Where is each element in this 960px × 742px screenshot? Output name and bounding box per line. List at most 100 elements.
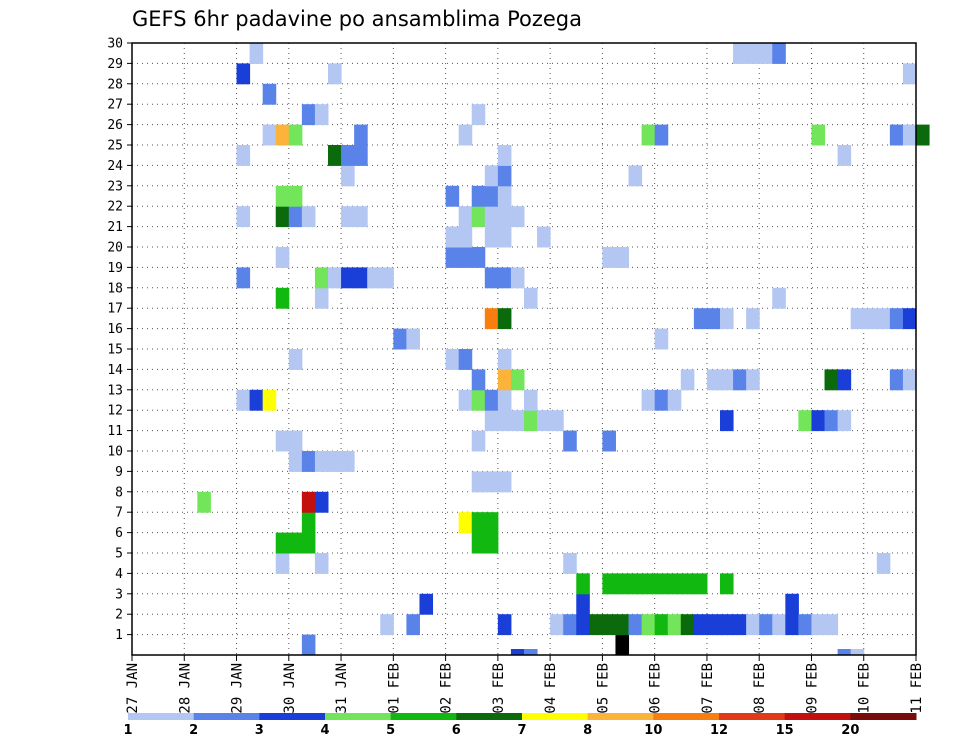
heatmap-cell [902,308,917,330]
heatmap-cell [772,614,786,636]
heatmap-cell [458,389,473,411]
chart-title: GEFS 6hr padavine po ansamblima Pozega [132,7,582,31]
heatmap-cell [667,614,682,636]
heatmap-cell [524,389,538,411]
heatmap-cell [837,410,852,432]
heatmap-cell [275,553,290,574]
heatmap-cell [615,614,630,636]
heatmap-cell [889,308,904,330]
heatmap-cell [641,389,656,411]
heatmap-cell [746,369,760,391]
heatmap-cell [236,267,251,289]
legend-label: 8 [583,723,592,738]
heatmap-cell [798,614,812,636]
color-legend: 1 2 3 4 5 6 7 8 10 12 15 20 [123,713,917,738]
legend-label: 15 [776,723,794,738]
heatmap-cell [288,451,303,472]
heatmap-cell [497,145,512,166]
heatmap-cell [524,287,538,309]
heatmap-cell [680,369,695,391]
x-tick-label: 06 FEB [648,663,664,714]
heatmap-cell [563,614,577,636]
heatmap-cell [720,410,734,432]
legend-label: 4 [320,723,329,738]
legend-swatch [456,713,523,720]
heatmap-cell [589,614,603,636]
heatmap-cell [720,369,734,391]
heatmap-cell [641,614,656,636]
legend-swatch [850,713,917,720]
heatmap-cell [484,267,499,289]
heatmap-cell [693,614,708,636]
heatmap-cell [262,83,277,105]
y-tick-label: 16 [107,322,123,337]
heatmap-cell [824,614,839,636]
heatmap-cell [301,532,316,554]
heatmap-cell [785,593,799,615]
heatmap-cell [876,308,891,330]
legend-swatch [587,713,654,720]
heatmap-cell [693,308,708,330]
heatmap-cell [680,614,695,636]
y-tick-label: 9 [115,465,123,480]
heatmap-cell [510,649,525,655]
legend-label: 20 [841,723,859,738]
x-tick-label: 29 JAN [230,663,246,714]
heatmap-cell [641,124,656,146]
heatmap-cell [654,389,669,411]
y-tick-label: 30 [107,37,123,52]
y-tick-label: 19 [107,261,123,276]
y-tick-label: 3 [115,587,123,602]
heatmap-cell [341,145,355,166]
heatmap-cell [733,43,747,64]
heatmap-cell [288,185,303,207]
heatmap-cell [550,410,564,432]
heatmap-cell [314,104,329,126]
heatmap-cell [576,614,590,636]
heatmap-cell [484,206,499,228]
heatmap-cell [615,634,630,656]
heatmap-cell [249,43,264,64]
heatmap-cell [497,410,512,432]
heatmap-cell [484,410,499,432]
heatmap-cell [314,267,329,289]
heatmap-cell [510,267,525,289]
heatmap-cell [850,649,865,655]
heatmap-cell [628,165,643,187]
heatmap-cell [772,287,786,309]
y-axis: 1234567891011121314151617181920212223242… [107,37,132,643]
heatmap-cell [354,124,368,146]
heatmap-cell [863,308,878,330]
legend-label: 3 [255,723,264,738]
heatmap-cell [550,614,564,636]
heatmap-cell [393,328,407,350]
heatmap-cell [615,247,630,268]
x-tick-label: 30 JAN [282,663,298,714]
heatmap-cell [236,63,251,85]
heatmap-cell [811,124,826,146]
heatmap-cell [811,614,826,636]
heatmap-cell [445,247,460,268]
heatmap-cell [798,410,812,432]
y-tick-label: 15 [107,343,123,358]
heatmap-cell [458,226,473,248]
legend-swatch [653,713,720,720]
legend-label: 7 [517,723,526,738]
heatmap-cell [497,226,512,248]
heatmap-cell [354,145,368,166]
heatmap-cell [471,104,486,126]
y-tick-label: 12 [107,404,123,419]
heatmap-cell [341,267,355,289]
heatmap-cell [654,124,669,146]
x-tick-label: 11 FEB [909,663,925,714]
heatmap-cell [328,145,342,166]
heatmap-cell [471,389,486,411]
heatmap-cell [563,430,577,452]
heatmap-cell [301,451,316,472]
heatmap-cell [497,185,512,207]
heatmap-cell [497,349,512,370]
heatmap-cell [471,512,486,534]
y-tick-label: 20 [107,241,123,256]
heatmap-cell [524,410,538,432]
